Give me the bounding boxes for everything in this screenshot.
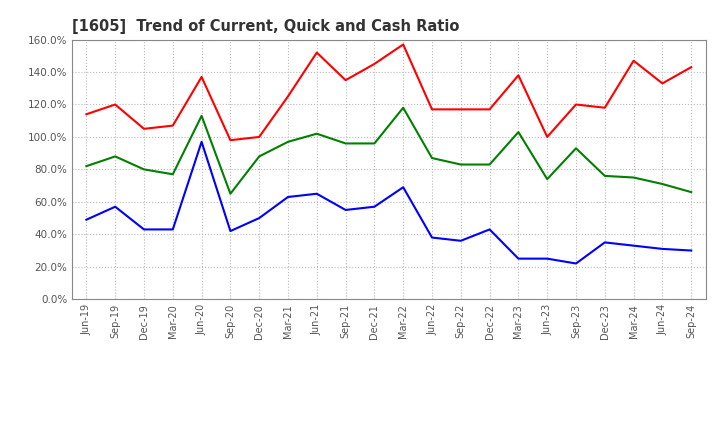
Quick Ratio <box>284 139 292 144</box>
Quick Ratio <box>687 190 696 195</box>
Line: Current Ratio: Current Ratio <box>86 44 691 140</box>
Cash Ratio <box>543 256 552 261</box>
Cash Ratio <box>658 246 667 252</box>
Quick Ratio <box>168 172 177 177</box>
Quick Ratio <box>197 113 206 118</box>
Current Ratio <box>600 105 609 110</box>
Current Ratio <box>226 138 235 143</box>
Quick Ratio <box>399 105 408 110</box>
Current Ratio <box>514 73 523 78</box>
Cash Ratio <box>687 248 696 253</box>
Quick Ratio <box>485 162 494 167</box>
Current Ratio <box>658 81 667 86</box>
Current Ratio <box>284 94 292 99</box>
Quick Ratio <box>658 181 667 187</box>
Current Ratio <box>341 77 350 83</box>
Cash Ratio <box>312 191 321 196</box>
Current Ratio <box>140 126 148 132</box>
Quick Ratio <box>600 173 609 179</box>
Cash Ratio <box>82 217 91 222</box>
Current Ratio <box>428 107 436 112</box>
Quick Ratio <box>428 155 436 161</box>
Current Ratio <box>111 102 120 107</box>
Current Ratio <box>312 50 321 55</box>
Quick Ratio <box>82 164 91 169</box>
Quick Ratio <box>111 154 120 159</box>
Cash Ratio <box>140 227 148 232</box>
Cash Ratio <box>111 204 120 209</box>
Cash Ratio <box>514 256 523 261</box>
Cash Ratio <box>168 227 177 232</box>
Current Ratio <box>399 42 408 47</box>
Quick Ratio <box>341 141 350 146</box>
Quick Ratio <box>514 129 523 135</box>
Line: Quick Ratio: Quick Ratio <box>86 108 691 194</box>
Current Ratio <box>485 107 494 112</box>
Cash Ratio <box>370 204 379 209</box>
Cash Ratio <box>399 185 408 190</box>
Quick Ratio <box>543 176 552 182</box>
Current Ratio <box>370 61 379 66</box>
Quick Ratio <box>140 167 148 172</box>
Cash Ratio <box>456 238 465 243</box>
Current Ratio <box>687 65 696 70</box>
Cash Ratio <box>600 240 609 245</box>
Cash Ratio <box>629 243 638 248</box>
Cash Ratio <box>226 228 235 234</box>
Current Ratio <box>168 123 177 128</box>
Quick Ratio <box>370 141 379 146</box>
Cash Ratio <box>572 261 580 266</box>
Cash Ratio <box>284 194 292 200</box>
Cash Ratio <box>485 227 494 232</box>
Quick Ratio <box>226 191 235 196</box>
Current Ratio <box>543 134 552 139</box>
Quick Ratio <box>456 162 465 167</box>
Quick Ratio <box>572 146 580 151</box>
Current Ratio <box>629 58 638 63</box>
Current Ratio <box>255 134 264 139</box>
Current Ratio <box>456 107 465 112</box>
Cash Ratio <box>197 139 206 144</box>
Quick Ratio <box>312 131 321 136</box>
Quick Ratio <box>255 154 264 159</box>
Current Ratio <box>572 102 580 107</box>
Cash Ratio <box>255 216 264 221</box>
Current Ratio <box>197 74 206 80</box>
Quick Ratio <box>629 175 638 180</box>
Text: [1605]  Trend of Current, Quick and Cash Ratio: [1605] Trend of Current, Quick and Cash … <box>72 19 459 34</box>
Cash Ratio <box>428 235 436 240</box>
Cash Ratio <box>341 207 350 213</box>
Line: Cash Ratio: Cash Ratio <box>86 142 691 264</box>
Current Ratio <box>82 112 91 117</box>
